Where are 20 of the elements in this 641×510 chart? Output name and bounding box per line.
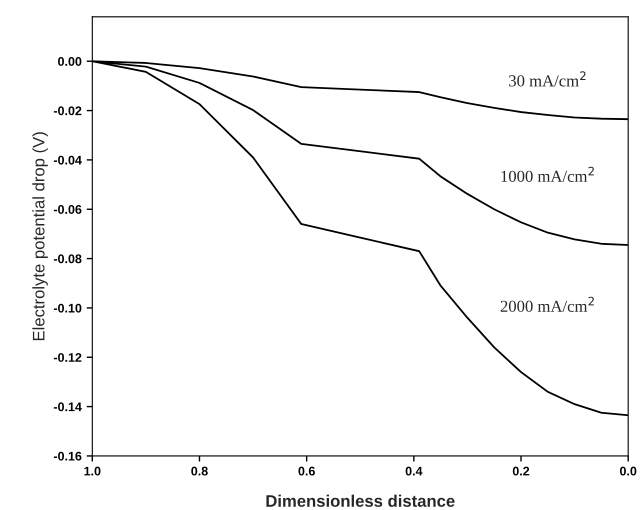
y-tick-label: -0.04 (54, 156, 82, 165)
y-tick-label: -0.08 (54, 254, 82, 264)
x-tick-label: 0.4 (406, 466, 422, 476)
y-axis-title: Electrolyte potential drop (V) (32, 132, 48, 340)
x-tick-label: 0.6 (298, 466, 315, 476)
x-tick-label: 0.0 (620, 466, 636, 476)
x-axis-title: Dimensionless distance (266, 494, 455, 507)
x-tick-label: 1.0 (84, 466, 100, 476)
y-tick-label: -0.16 (54, 452, 82, 461)
y-tick-label: -0.02 (54, 106, 82, 116)
x-tick-label: 0.2 (512, 466, 530, 476)
series-label: 30 mA/cm$^{2}$ (509, 71, 586, 86)
x-tick-label: 0.8 (191, 466, 208, 476)
y-tick-label: 0.00 (58, 57, 82, 66)
y-tick-label: -0.06 (54, 205, 82, 214)
y-tick-label: -0.12 (54, 353, 82, 362)
series-label: 1000 mA/cm$^{2}$ (501, 166, 594, 182)
series-label: 2000 mA/cm$^{2}$ (500, 296, 594, 312)
y-tick-label: -0.14 (54, 402, 82, 412)
y-tick-label: -0.10 (54, 304, 82, 313)
